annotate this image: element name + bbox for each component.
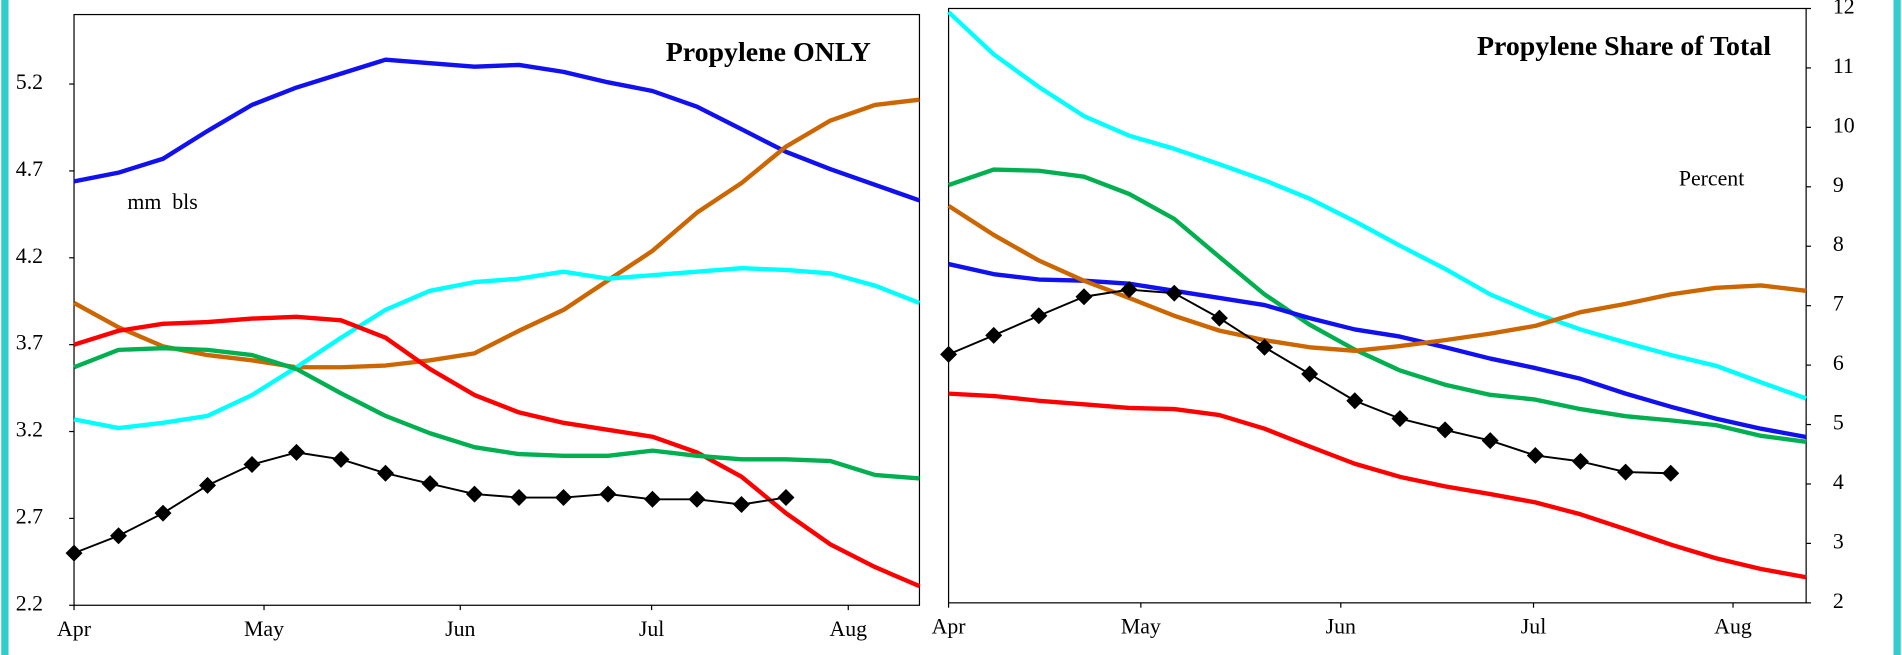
x-tick-label: Aug xyxy=(829,617,867,641)
y-tick-label: 7 xyxy=(1833,292,1844,316)
x-tick-label: Aug xyxy=(1714,614,1752,638)
point-marker xyxy=(110,527,128,545)
point-marker xyxy=(643,490,661,508)
point-marker xyxy=(510,489,528,507)
point-marker xyxy=(1662,464,1680,482)
x-tick-label: Jul xyxy=(1521,614,1546,638)
point-marker xyxy=(199,476,217,494)
point-marker xyxy=(1481,432,1499,450)
y-tick-label: 10 xyxy=(1833,113,1855,137)
x-tick-label: May xyxy=(244,617,284,641)
x-tick-label: Jun xyxy=(445,617,475,641)
point-marker xyxy=(599,485,617,503)
point-marker xyxy=(1617,463,1635,481)
point-marker xyxy=(1256,338,1274,356)
point-marker xyxy=(1210,309,1228,327)
y-tick-label: 12 xyxy=(1833,0,1855,19)
point-marker xyxy=(1571,452,1589,470)
series-line xyxy=(948,391,1807,580)
y-tick-label: 4 xyxy=(1833,470,1844,494)
series-line xyxy=(947,10,1807,401)
series-line xyxy=(73,314,921,589)
x-tick-label: Apr xyxy=(932,614,967,638)
y-tick-label: 3.7 xyxy=(16,331,43,355)
axis-annotation: Percent xyxy=(1679,167,1744,191)
point-marker xyxy=(1075,288,1093,306)
point-marker xyxy=(1346,392,1364,410)
point-marker xyxy=(377,464,394,482)
y-tick-label: 4.2 xyxy=(16,244,43,268)
point-marker xyxy=(554,489,572,507)
series-line xyxy=(948,261,1807,440)
point-marker xyxy=(466,485,483,503)
x-tick-label: May xyxy=(1121,614,1161,638)
series-line xyxy=(73,57,921,203)
y-tick-label: 5 xyxy=(1833,411,1844,435)
x-tick-label: Jun xyxy=(1326,614,1356,638)
y-tick-label: 6 xyxy=(1833,351,1844,375)
series-line xyxy=(73,345,920,481)
chart-title: Propylene ONLY xyxy=(666,37,871,68)
chart-title: Propylene Share of Total xyxy=(1477,31,1771,62)
point-marker xyxy=(1030,307,1048,325)
series-line xyxy=(72,97,920,370)
point-marker xyxy=(1436,421,1454,439)
point-marker xyxy=(288,443,306,461)
point-marker xyxy=(1165,284,1183,302)
y-tick-label: 4.7 xyxy=(16,157,43,181)
y-tick-label: 11 xyxy=(1833,54,1854,78)
y-tick-label: 3.2 xyxy=(16,418,43,442)
series-line xyxy=(73,451,787,555)
plot-frame xyxy=(947,7,1807,604)
x-tick-label: Apr xyxy=(57,617,92,641)
border-right xyxy=(1893,0,1901,655)
series-line xyxy=(947,167,1807,444)
series-line xyxy=(947,203,1807,354)
point-marker xyxy=(243,456,261,474)
point-marker xyxy=(732,496,750,513)
point-marker xyxy=(1526,446,1544,464)
x-tick-label: Jul xyxy=(639,617,664,641)
border-left xyxy=(1,0,9,655)
series-line xyxy=(73,266,921,431)
point-marker xyxy=(940,345,958,363)
y-tick-label: 8 xyxy=(1833,232,1844,256)
y-tick-label: 2.7 xyxy=(16,504,43,528)
point-marker xyxy=(688,490,706,508)
y-tick-label: 9 xyxy=(1833,173,1844,197)
plot-frame xyxy=(73,13,921,606)
point-marker xyxy=(332,450,350,468)
axis-annotation: mm bls xyxy=(127,190,197,214)
y-tick-label: 3 xyxy=(1833,529,1844,553)
point-marker xyxy=(1391,410,1409,428)
point-marker xyxy=(65,544,83,562)
y-tick-label: 5.2 xyxy=(16,70,43,94)
point-marker xyxy=(985,326,1003,344)
y-tick-label: 2 xyxy=(1833,589,1844,613)
point-marker xyxy=(777,489,795,507)
y-tick-label: 2.2 xyxy=(16,591,43,615)
point-marker xyxy=(154,504,172,522)
point-marker xyxy=(421,475,439,493)
point-marker xyxy=(1301,365,1319,383)
